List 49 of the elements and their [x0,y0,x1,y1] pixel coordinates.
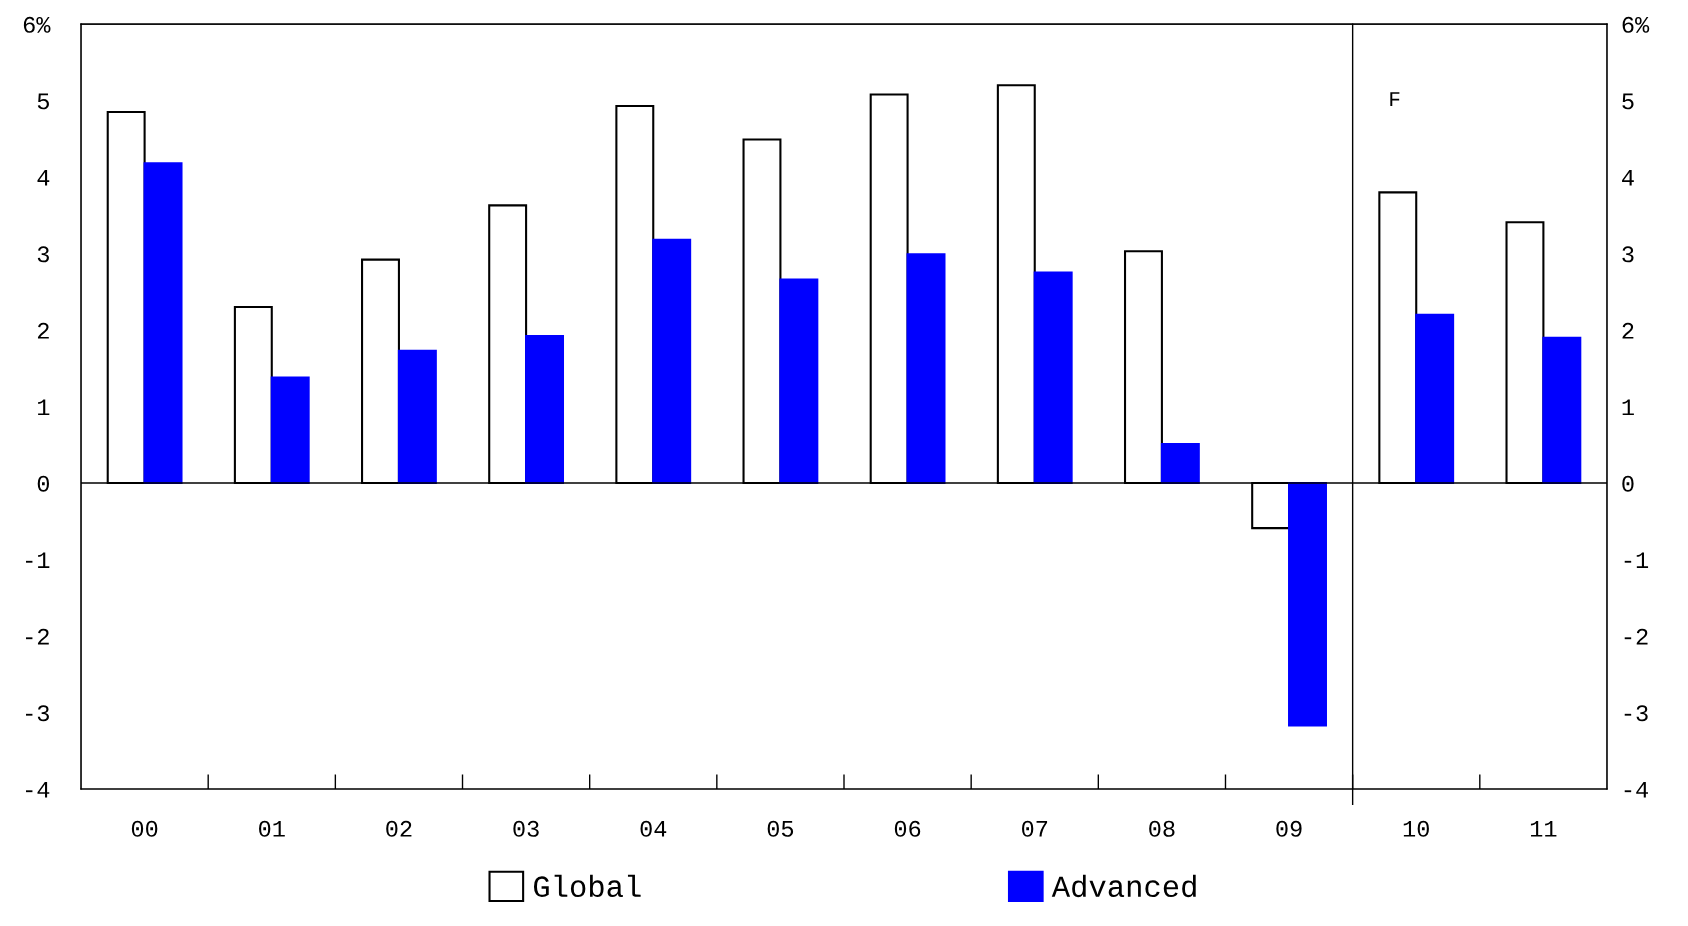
y-tick-label: -1 [25,552,50,569]
y2-tick-label: -1 [1624,552,1649,569]
y2-tick-label: 6% [1622,16,1650,33]
x-tick-label: 05 [767,820,794,837]
y2-tick-label: 3 [1622,246,1634,263]
y2-tick-label: -3 [1624,705,1648,722]
bar [397,349,437,485]
x-tick-label: 03 [513,820,539,837]
x-tick-label: 02 [386,820,412,837]
x-tick-label: 11 [1530,821,1557,837]
y-tick-label: -3 [25,705,49,722]
y-tick-label: -4 [25,781,50,798]
x-tick-label: 09 [1276,820,1302,837]
bar [1160,442,1200,485]
bar [1415,313,1455,485]
x-tick-label: 07 [1022,820,1048,837]
y-tick-label: 2 [37,322,49,339]
y2-tick-label: 0 [1622,475,1634,492]
x-tick-label: 04 [640,820,667,837]
bar [525,335,565,485]
y2-tick-label: -4 [1624,781,1649,798]
y-tick-label: -2 [25,628,49,645]
y2-tick-label: 2 [1622,322,1634,339]
y-tick-label: 3 [37,246,49,263]
y2-tick-label: 1 [1622,399,1634,416]
bar [143,162,183,485]
bar [1033,271,1073,485]
y2-tick-label: 4 [1622,170,1634,186]
x-tick-label: 00 [131,820,158,837]
bar [779,278,819,485]
x-tick-label: 01 [259,820,285,837]
x-tick-label: 10 [1403,820,1429,837]
bar [652,238,692,485]
y2-tick-label: -2 [1624,628,1648,645]
bar [1288,481,1327,727]
y-tick-label: 0 [37,475,50,492]
y-tick-label: 1 [38,399,50,416]
y-tick-label: 4 [37,170,50,186]
y-tick-label: 6% [23,16,51,33]
legend-label: Advanced [1051,874,1196,898]
x-tick-label: 08 [1149,820,1175,837]
bar [270,376,310,485]
annotation: F [1390,92,1400,106]
y2-tick-label: 5 [1622,93,1634,110]
y-tick-label: 5 [37,93,49,110]
bar [1542,336,1582,485]
legend-label: Global [533,874,641,898]
x-tick-label: 06 [894,820,921,837]
bar [906,253,946,485]
